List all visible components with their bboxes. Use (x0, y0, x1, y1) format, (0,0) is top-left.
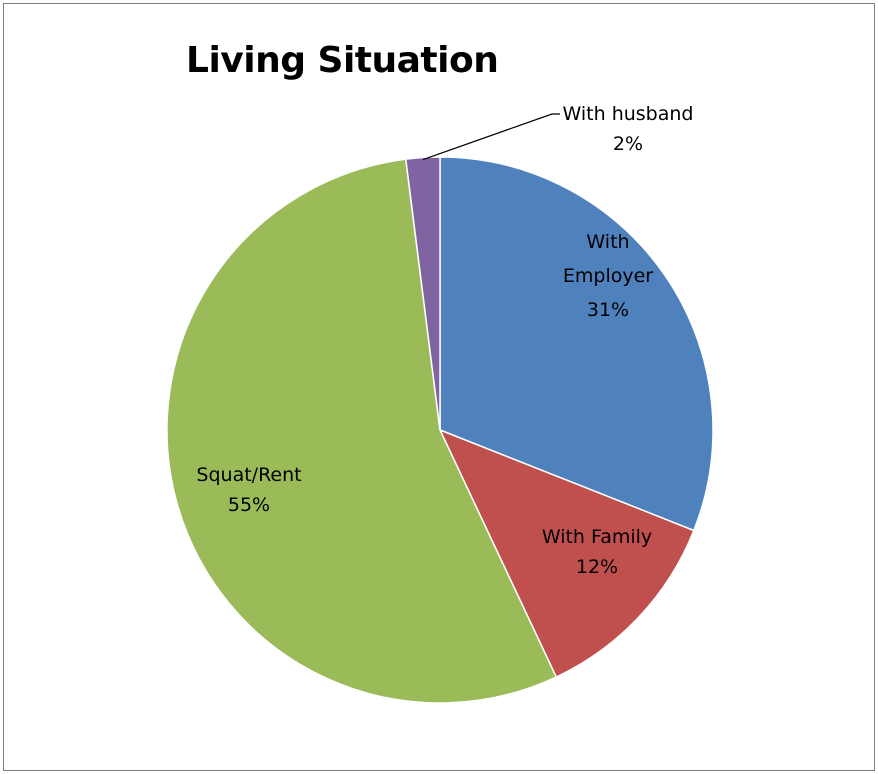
pie-pct-label-with-family: 12% (576, 556, 618, 578)
pie-label-squat-rent: Squat/Rent (196, 464, 301, 486)
pie-slices (166, 156, 714, 704)
leader-line-with-husband (422, 113, 560, 161)
pie-pct-label-squat-rent: 55% (228, 494, 270, 516)
pie-labels: With Employer 31% With Family 12% Squat/Rent 5… (196, 103, 693, 578)
pie-slice-with-employer (439, 156, 714, 532)
pie-slice-with-family (438, 428, 695, 679)
pie-label-with-employer: Employer (563, 265, 653, 287)
pie-pct-label-with-husband: 2% (613, 133, 643, 155)
chart-title: Living Situation (186, 40, 499, 81)
pie-slice-with-husband (404, 156, 441, 431)
pie-label-with-employer: With (586, 231, 629, 253)
pie-pct-label-with-employer: 31% (587, 299, 629, 321)
pie-label-with-husband: With husband (563, 103, 694, 125)
pie-label-with-family: With Family (542, 526, 652, 548)
pie-slice-squat-rent (166, 158, 558, 704)
